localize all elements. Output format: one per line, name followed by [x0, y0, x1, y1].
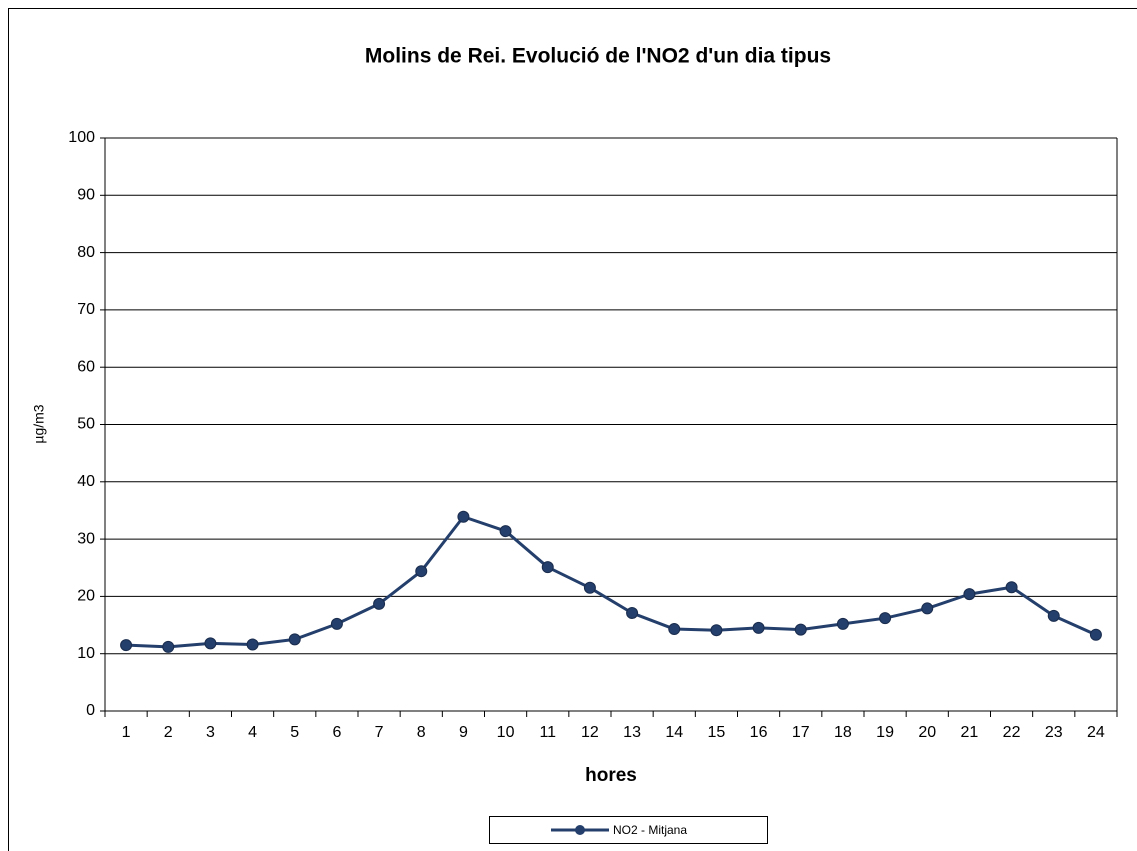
- point-marker: [836, 617, 849, 630]
- point-marker: [963, 588, 976, 601]
- x-tick-label: 19: [876, 724, 894, 741]
- x-tick-label: 12: [581, 724, 599, 741]
- y-tick-label: 80: [77, 244, 95, 261]
- x-tick-label: 2: [164, 724, 173, 741]
- point-marker: [162, 640, 175, 653]
- point-marker: [204, 637, 217, 650]
- point-marker: [794, 623, 807, 636]
- point-marker: [921, 602, 934, 615]
- y-tick-label: 30: [77, 530, 95, 547]
- legend-marker: [575, 825, 585, 835]
- point-marker: [288, 633, 301, 646]
- point-marker: [583, 581, 596, 594]
- x-tick-label: 22: [1003, 724, 1021, 741]
- y-tick-label: 40: [77, 473, 95, 490]
- legend-box: [489, 816, 768, 844]
- point-marker: [626, 607, 639, 620]
- x-tick-label: 23: [1045, 724, 1063, 741]
- point-marker: [120, 639, 133, 652]
- point-marker: [541, 561, 554, 574]
- x-tick-label: 20: [918, 724, 936, 741]
- x-tick-label: 8: [417, 724, 426, 741]
- chart-title: Molins de Rei. Evolució de l'NO2 d'un di…: [365, 45, 831, 68]
- y-axis-label: µg/m3: [31, 404, 47, 443]
- point-marker: [330, 617, 343, 630]
- point-marker: [879, 612, 892, 625]
- series-line: [126, 515, 1097, 649]
- point-marker: [710, 624, 723, 637]
- y-tick-label: 20: [77, 588, 95, 605]
- point-marker: [1047, 609, 1060, 622]
- y-tick-label: 50: [77, 416, 95, 433]
- x-tick-label: 6: [332, 724, 341, 741]
- x-tick-label: 9: [459, 724, 468, 741]
- point-marker: [752, 621, 765, 634]
- x-tick-label: 15: [708, 724, 726, 741]
- y-tick-label: 10: [77, 645, 95, 662]
- y-tick-label: 70: [77, 301, 95, 318]
- legend-label: NO2 - Mitjana: [613, 823, 687, 837]
- point-marker: [373, 597, 386, 610]
- x-tick-label: 24: [1087, 724, 1105, 741]
- x-tick-label: 7: [375, 724, 384, 741]
- y-tick-label: 100: [68, 129, 95, 146]
- point-marker: [668, 623, 681, 636]
- point-marker: [499, 525, 512, 538]
- x-tick-label: 16: [750, 724, 768, 741]
- y-tick-label: 60: [77, 358, 95, 375]
- point-marker: [1089, 628, 1102, 641]
- x-tick-label: 11: [539, 724, 556, 741]
- y-tick-label: 90: [77, 187, 95, 204]
- y-tick-label: 0: [86, 702, 95, 719]
- x-tick-label: 5: [290, 724, 299, 741]
- point-marker: [246, 638, 259, 651]
- point-marker: [457, 510, 470, 523]
- x-tick-label: 17: [792, 724, 810, 741]
- x-tick-label: 14: [665, 724, 683, 741]
- x-tick-label: 18: [834, 724, 852, 741]
- x-tick-label: 21: [961, 724, 979, 741]
- x-tick-label: 10: [497, 724, 515, 741]
- x-tick-label: 13: [623, 724, 641, 741]
- point-marker: [1005, 581, 1018, 594]
- x-axis-label: hores: [585, 765, 637, 786]
- point-marker: [415, 565, 428, 578]
- x-tick-label: 1: [122, 724, 131, 741]
- x-tick-label: 3: [206, 724, 215, 741]
- x-tick-label: 4: [248, 724, 257, 741]
